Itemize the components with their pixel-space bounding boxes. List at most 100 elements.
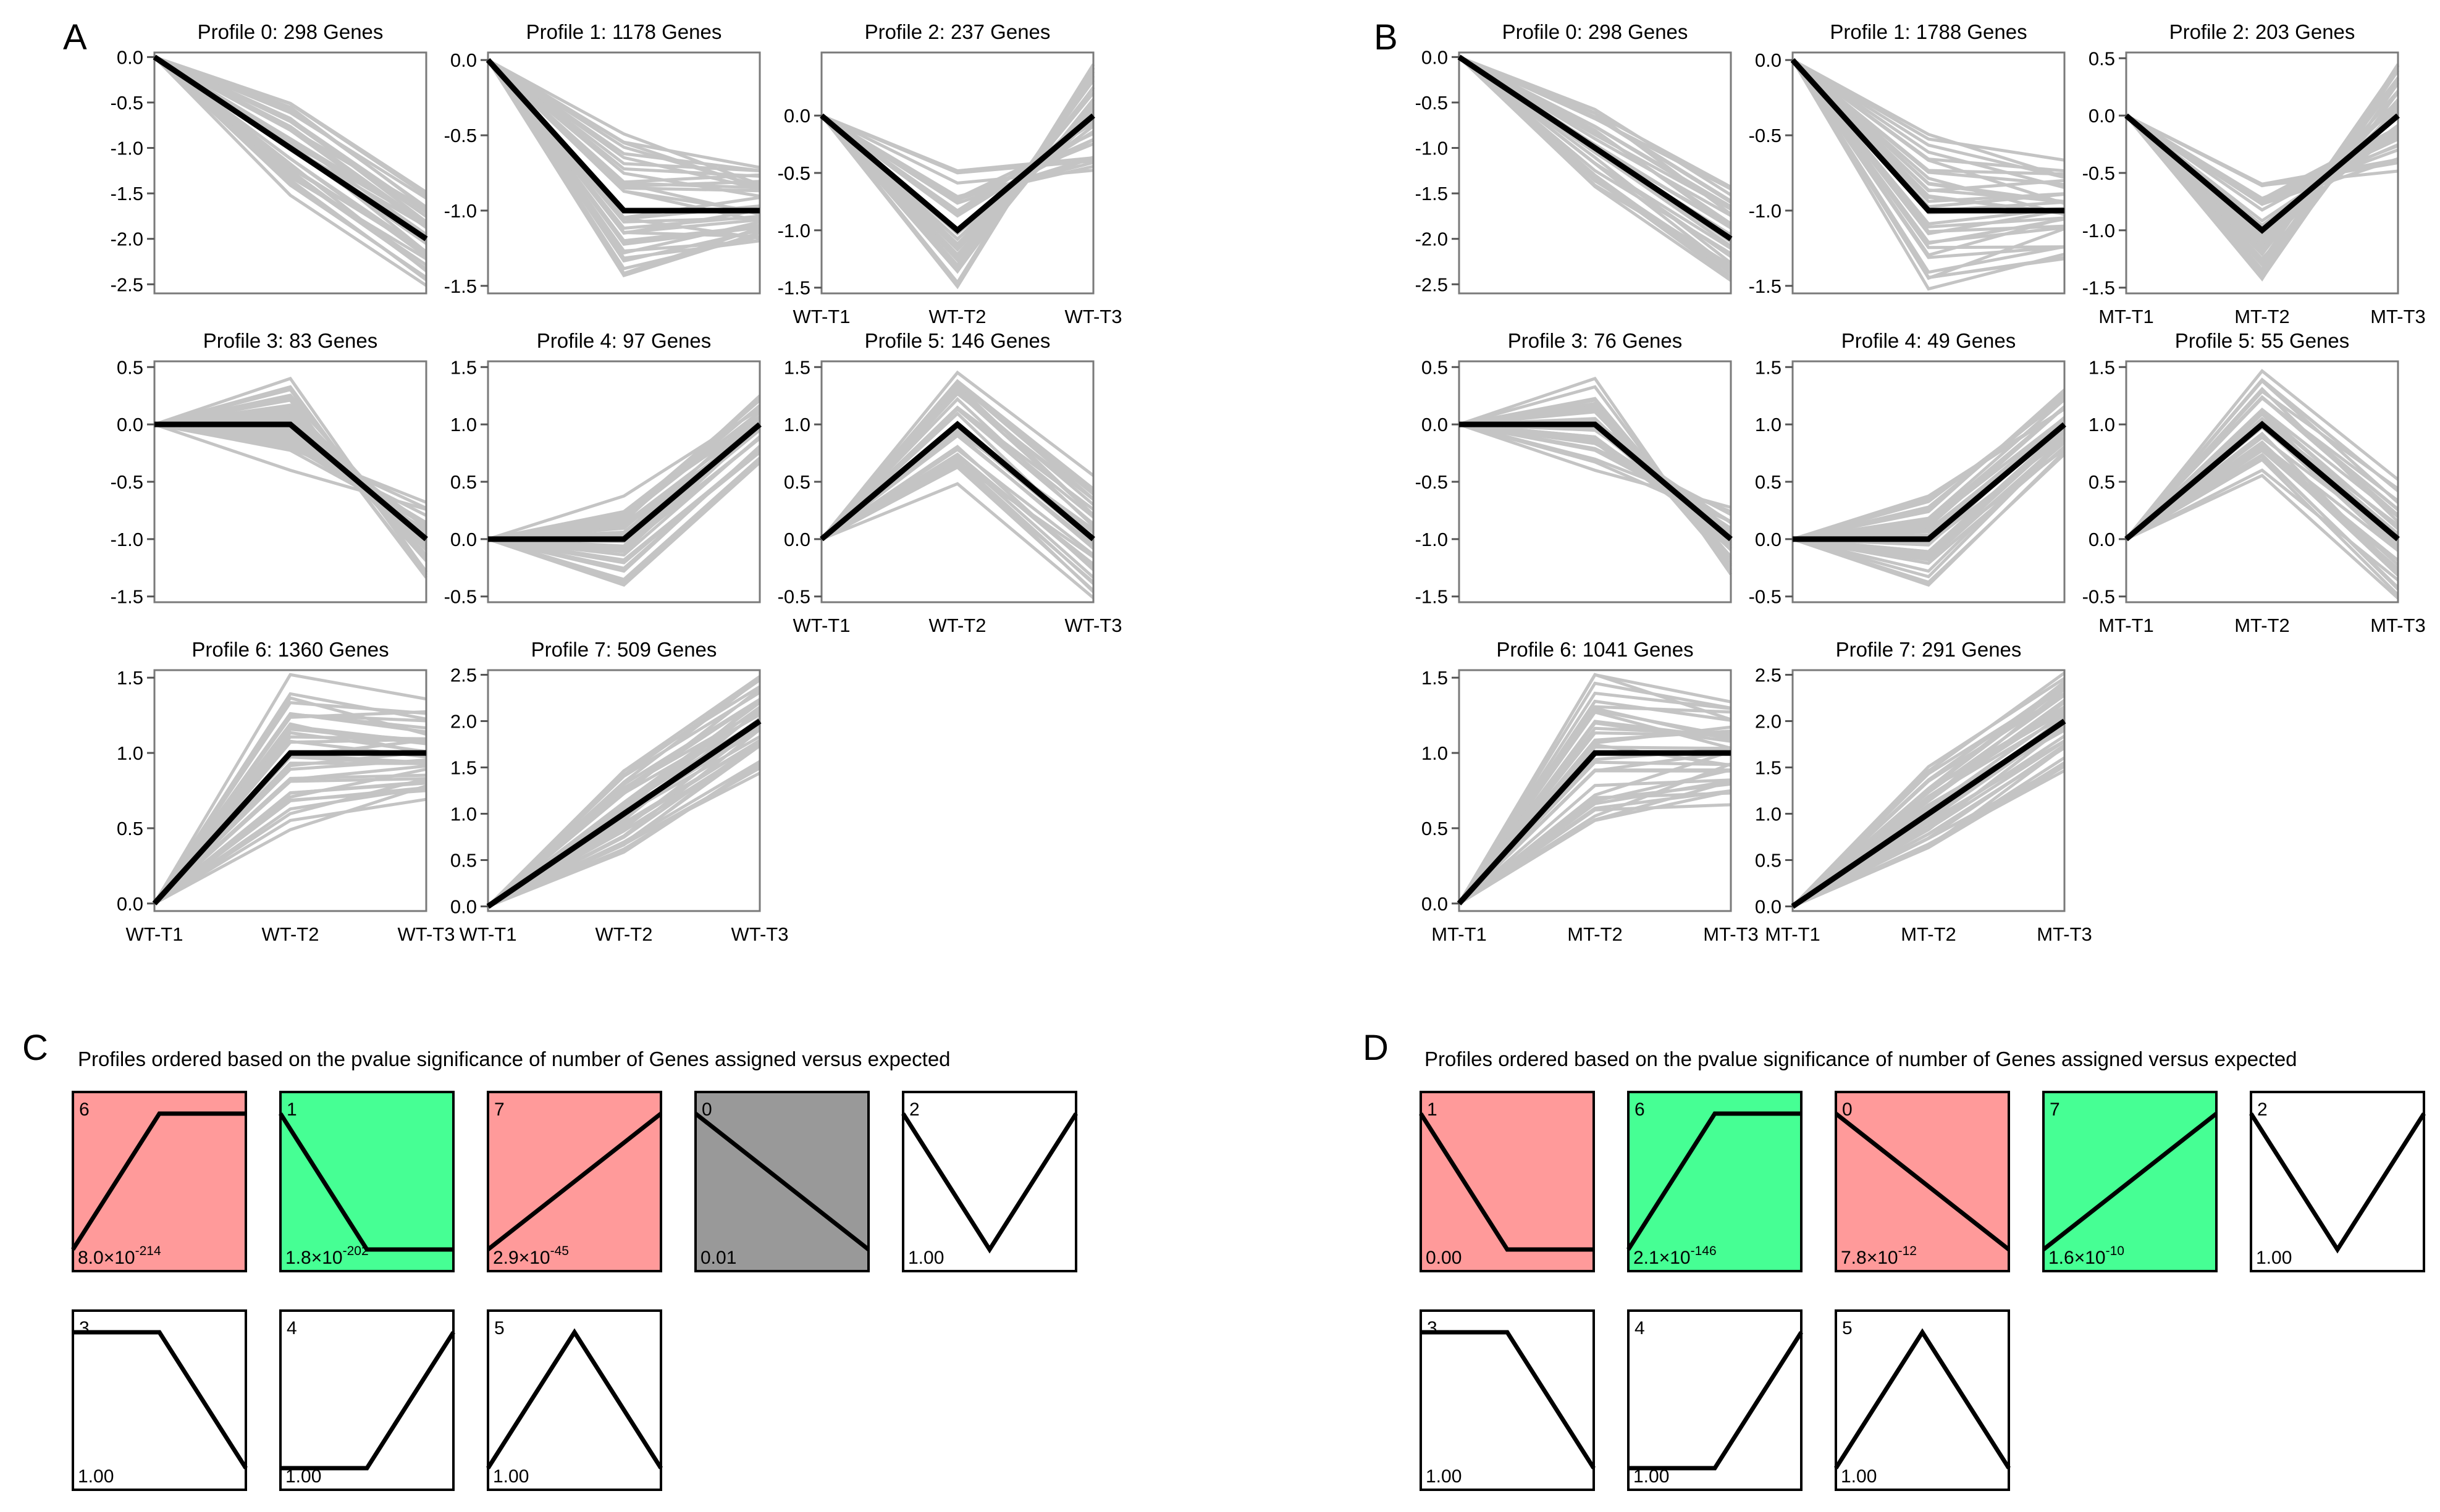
panel-c-profile-box-line — [73, 1330, 248, 1469]
panel-d-profile-box-line — [1419, 1112, 1594, 1252]
panel-a-x-tick-label: WT-T3 — [1065, 306, 1122, 327]
panel-b-profiles: Profile 0: 298 Genes 0.0 -0.5 -1.0 -1.5 -2.0 -… — [1415, 20, 2426, 945]
panel-b-plot-frame — [1458, 51, 1732, 295]
panel-b-y-tick-label: 0.5 — [1755, 850, 1782, 872]
panel-b-profile-2: Profile 2: 203 Genes 0.5 0.0 -0.5 -1.0 -1.5 MT… — [2082, 20, 2426, 327]
panel-b-y-tick-label: -1.5 — [2082, 277, 2115, 299]
panel-a-y-tick-label: 0.0 — [117, 893, 143, 915]
panel-a-y-tick-label: 1.0 — [117, 742, 143, 764]
panel-b-plot-frame — [1791, 51, 2066, 295]
panel-a-gene-line — [821, 482, 1095, 599]
panel-b-y-tick-label: -0.5 — [2082, 162, 2115, 184]
pvalue-mantissa: 2.9×10 — [493, 1248, 550, 1268]
panel-d-profile-box-line — [1834, 1112, 2011, 1251]
panel-d-profile-box-line — [2249, 1112, 2426, 1254]
panel-b-x-tick-label: MT-T3 — [1703, 923, 1759, 945]
panel-a-gene-line — [153, 692, 427, 905]
panel-b-y-tick-label: 1.5 — [2089, 356, 2115, 378]
panel-b-model-profile-line — [1791, 718, 2066, 909]
panel-d-profile-box-number: 3 — [1427, 1318, 1437, 1338]
panel-b-y-tick-label: -0.5 — [1415, 471, 1448, 493]
panel-b-gene-line — [2125, 409, 2399, 540]
panel-a-gene-line — [820, 370, 1095, 540]
panel-d-profile-box-number: 7 — [2050, 1099, 2060, 1120]
pvalue-mantissa: 1.00 — [908, 1248, 944, 1268]
panel-a-y-tick-label: -2.5 — [111, 274, 143, 295]
panel-a-model-profile-line — [488, 422, 762, 542]
panel-b-model-profile-line — [2124, 421, 2400, 542]
panel-b-gene-line — [1791, 59, 2065, 216]
panel-a-gene-line — [487, 415, 761, 541]
panel-b-x-tick-label: MT-T2 — [1567, 923, 1623, 945]
panel-a-y-tick-label: 0.0 — [784, 529, 810, 550]
panel-b-gene-line — [2125, 473, 2399, 600]
panel-b-profile-5: Profile 5: 55 Genes 1.5 1.0 0.5 0.0 -0.5 MT-T1… — [2082, 329, 2426, 636]
panel-c-profile-box-pvalue: 8.0×10-214 — [78, 1244, 161, 1268]
panel-d-profile-box-line — [1421, 1330, 1596, 1469]
panel-a-profile-1: Profile 1: 1178 Genes 0.0 -0.5 -1.0 -1.5 — [444, 20, 761, 297]
panel-b-profile-title: Profile 1: 1788 Genes — [1830, 20, 2027, 43]
panel-b-y-tick-label: -1.0 — [2082, 220, 2115, 242]
panel-b-y-tick-label: 1.5 — [1421, 667, 1448, 689]
panel-d-profile-box-7: 7 1.6×10-10 — [2042, 1091, 2218, 1272]
panel-c-profile-box-bg — [487, 1309, 662, 1491]
panel-b-gene-line — [1458, 376, 1733, 576]
panel-b-gene-line — [1458, 56, 1732, 229]
panel-c-caption: Profiles ordered based on the pvalue sig… — [78, 1048, 951, 1070]
panel-d-profile-box-number: 0 — [1842, 1099, 1853, 1120]
panel-b-x-tick-label: MT-T1 — [2098, 615, 2154, 636]
panel-a-gene-line — [487, 678, 761, 908]
panel-b-y-tick-label: -0.5 — [1415, 92, 1448, 114]
panel-d-profile-box-pvalue: 1.00 — [2256, 1248, 2292, 1268]
panel-b-y-tick-label: 0.0 — [2089, 105, 2115, 127]
panel-a-y-tick-label: 1.0 — [450, 804, 477, 825]
panel-a-profile-title: Profile 5: 146 Genes — [865, 329, 1051, 352]
panel-a-profile-3: Profile 3: 83 Genes 0.5 0.0 -0.5 -1.0 -1.5 — [111, 329, 428, 608]
panel-b-gene-line — [1458, 56, 1732, 271]
panel-b-gene-line — [1792, 407, 2066, 541]
panel-b-gene-line — [1791, 59, 2065, 250]
panel-a-y-tick-label: 0.5 — [117, 818, 143, 839]
panel-a-plot-frame — [153, 51, 427, 295]
panel-d-ordered-profiles: 10.0062.1×10-14607.8×10-1271.6×10-1021.0… — [1419, 1091, 2426, 1491]
panel-a-model-profile-line — [820, 421, 1095, 542]
panel-b-gene-line — [1791, 59, 2065, 205]
panel-a-y-tick-label: 0.5 — [784, 471, 810, 493]
panel-d-profile-box-pvalue: 2.1×10-146 — [1633, 1244, 1717, 1268]
panel-a-gene-line — [153, 784, 427, 905]
panel-a-y-tick-label: -0.5 — [778, 162, 810, 184]
panel-c-profile-box-bg — [72, 1091, 247, 1272]
panel-d-profile-box-number: 1 — [1427, 1099, 1437, 1120]
panel-c-profile-box-5: 51.00 — [486, 1309, 663, 1491]
panel-c-profile-box-pvalue: 1.00 — [908, 1248, 944, 1268]
panel-a-gene-line — [153, 712, 427, 905]
panel-d-profile-box-0: 0 7.8×10-12 — [1834, 1091, 2011, 1272]
panel-a-profiles: Profile 0: 298 Genes 0.0 -0.5 -1.0 -1.5 -2.0 -… — [111, 20, 1122, 945]
panel-b-x-tick-label: MT-T1 — [1431, 923, 1487, 945]
panel-c-profile-box-7: 7 2.9×10-45 — [486, 1091, 663, 1272]
panel-a-y-tick-label: -2.0 — [111, 229, 143, 250]
pvalue-mantissa: 1.6×10 — [2048, 1248, 2106, 1268]
panel-a-gene-line — [820, 407, 1095, 540]
panel-d-profile-box-bg — [2250, 1091, 2425, 1272]
panel-a-x-tick-label: WT-T1 — [793, 306, 851, 327]
panel-a-gene-line — [487, 723, 761, 908]
panel-a-y-tick-label: 0.0 — [117, 46, 143, 68]
panel-a-y-tick-label: 1.0 — [784, 414, 810, 435]
pvalue-exponent: -10 — [2106, 1244, 2124, 1258]
panel-a-y-tick-label: -1.5 — [111, 183, 143, 204]
panel-b-gene-line — [2125, 369, 2399, 540]
panel-c-profile-box-bg — [902, 1091, 1077, 1272]
panel-c-profile-box-number: 1 — [287, 1099, 297, 1120]
panel-a-y-tick-label: -0.5 — [444, 586, 477, 608]
panel-b-y-tick-label: 0.0 — [1755, 896, 1782, 918]
panel-a-y-tick-label: -0.5 — [444, 125, 477, 146]
panel-c-profile-box-3: 31.00 — [72, 1309, 248, 1491]
panel-b-y-tick-label: 0.0 — [2089, 529, 2115, 550]
panel-a-profile-title: Profile 6: 1360 Genes — [191, 638, 389, 661]
panel-a-y-tick-label: 1.5 — [450, 356, 477, 378]
panel-a-y-tick-label: -0.5 — [778, 162, 810, 184]
pvalue-exponent: -214 — [135, 1244, 161, 1258]
panel-b-y-tick-label: 0.5 — [1421, 818, 1448, 839]
